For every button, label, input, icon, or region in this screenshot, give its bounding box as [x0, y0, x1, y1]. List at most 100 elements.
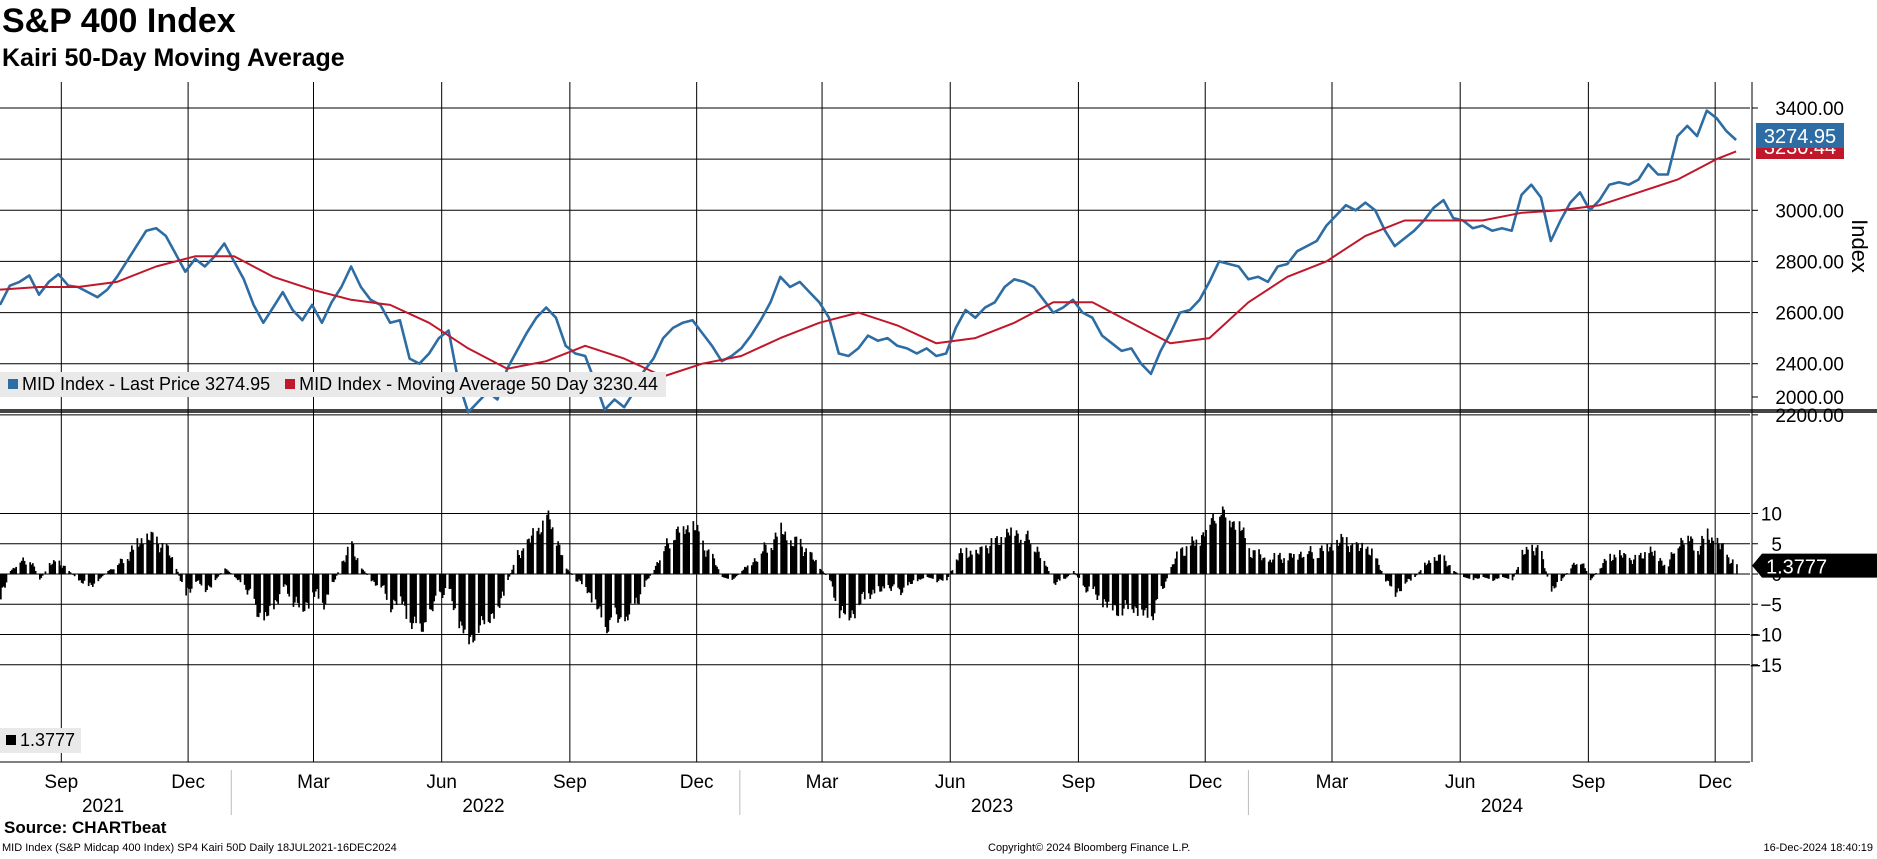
kairi-bar — [1514, 573, 1517, 574]
kairi-bar — [589, 574, 592, 594]
kairi-bar — [979, 547, 982, 574]
kairi-bar — [751, 565, 753, 574]
kairi-bar — [1670, 552, 1673, 574]
kairi-bar — [1447, 565, 1450, 574]
kairi-bar — [501, 574, 504, 592]
kairi-bar — [1366, 546, 1369, 574]
kairi-bar — [675, 529, 678, 574]
kairi-bar — [752, 562, 755, 574]
kairi-bar — [852, 574, 855, 615]
kairi-bar — [1136, 574, 1139, 616]
kairi-bar — [433, 574, 435, 602]
kairi-bar — [1701, 535, 1703, 574]
kairi-bar — [185, 574, 187, 596]
kairi-bar — [961, 553, 964, 574]
kairi-bar — [1443, 555, 1446, 574]
kairi-bar — [285, 574, 288, 586]
kairi-bar — [937, 574, 940, 581]
kairi-bar — [1191, 536, 1193, 574]
kairi-bar — [656, 562, 658, 574]
kairi-bar — [1697, 551, 1699, 574]
kairi-bar — [685, 529, 688, 574]
kairi-bar — [1658, 561, 1660, 574]
kairi-bar — [927, 574, 930, 578]
kairi-bar — [1132, 574, 1135, 613]
month-tick-label: Sep — [1062, 772, 1096, 793]
kairi-bar — [278, 574, 281, 595]
kairi-bar — [737, 574, 739, 575]
kairi-bar — [200, 574, 203, 586]
kairi-axis-label: −10 — [1750, 626, 1782, 647]
kairi-bar — [1678, 546, 1681, 574]
kairi-bar — [844, 574, 846, 615]
kairi-bar — [1692, 550, 1695, 574]
kairi-bar — [579, 574, 582, 581]
kairi-bar — [1348, 552, 1351, 574]
kairi-bar — [199, 574, 201, 584]
kairi-bar — [1290, 553, 1292, 574]
kairi-bar — [1074, 573, 1076, 574]
kairi-bar — [1288, 553, 1291, 574]
kairi-bar — [1709, 543, 1712, 574]
kairi-bar — [1726, 554, 1728, 574]
kairi-bar — [1581, 563, 1584, 574]
kairi-bar — [1153, 574, 1156, 614]
chart-subtitle: Kairi 50-Day Moving Average — [2, 44, 345, 72]
kairi-bar — [1244, 538, 1246, 574]
kairi-bar — [190, 574, 193, 589]
kairi-bar — [763, 542, 766, 574]
month-tick-label: Jun — [1445, 772, 1476, 793]
kairi-bar — [614, 574, 617, 608]
kairi-bar — [1424, 562, 1426, 574]
kairi-bar — [1691, 538, 1694, 574]
kairi-bar — [1202, 532, 1205, 574]
kairi-bar — [206, 574, 208, 590]
kairi-bar — [890, 574, 892, 591]
kairi-bar — [253, 574, 256, 599]
kairi-bar — [1210, 518, 1213, 574]
kairi-bar — [307, 574, 310, 609]
kairi-bar — [986, 548, 989, 574]
kairi-bar — [822, 571, 824, 574]
tag-value: 1.3777 — [1766, 557, 1827, 579]
kairi-bar — [1127, 574, 1129, 610]
kairi-bar — [1699, 545, 1702, 574]
kairi-bar — [1075, 574, 1078, 576]
kairi-bar — [1375, 558, 1377, 574]
kairi-bar — [1708, 539, 1710, 574]
kairi-bar — [1394, 574, 1397, 597]
kairi-bar — [374, 574, 377, 586]
kairi-bar — [1006, 528, 1008, 574]
kairi-bar — [128, 560, 130, 574]
month-tick-label: Dec — [171, 772, 205, 793]
kairi-bar — [1166, 574, 1168, 579]
kairi-bar — [1063, 574, 1065, 579]
kairi-bar — [100, 574, 102, 578]
kairi-bar — [462, 574, 465, 634]
kairi-bar — [511, 569, 513, 574]
kairi-bar — [745, 567, 748, 574]
month-tick-label: Sep — [553, 772, 587, 793]
kairi-bar — [1651, 551, 1653, 574]
kairi-bar — [994, 537, 997, 574]
kairi-bar — [234, 574, 236, 577]
kairi-bar — [958, 553, 961, 574]
kairi-bar — [565, 568, 568, 574]
kairi-bar — [957, 560, 959, 574]
kairi-bar — [657, 563, 660, 574]
kairi-bar — [600, 574, 603, 618]
kairi-bar — [1444, 560, 1447, 574]
kairi-bar — [1623, 553, 1625, 574]
kairi-bar — [1574, 565, 1577, 574]
kairi-bar — [1045, 565, 1047, 574]
kairi-bar — [25, 564, 27, 574]
kairi-bar — [1566, 573, 1568, 574]
kairi-bar — [78, 574, 80, 581]
kairi-bar — [838, 574, 841, 619]
kairi-bar — [713, 558, 716, 574]
kairi-bar — [703, 550, 706, 574]
kairi-bar — [235, 574, 238, 579]
kairi-bar — [1336, 539, 1338, 574]
kairi-bar — [493, 574, 495, 619]
kairi-bar — [1426, 563, 1429, 574]
